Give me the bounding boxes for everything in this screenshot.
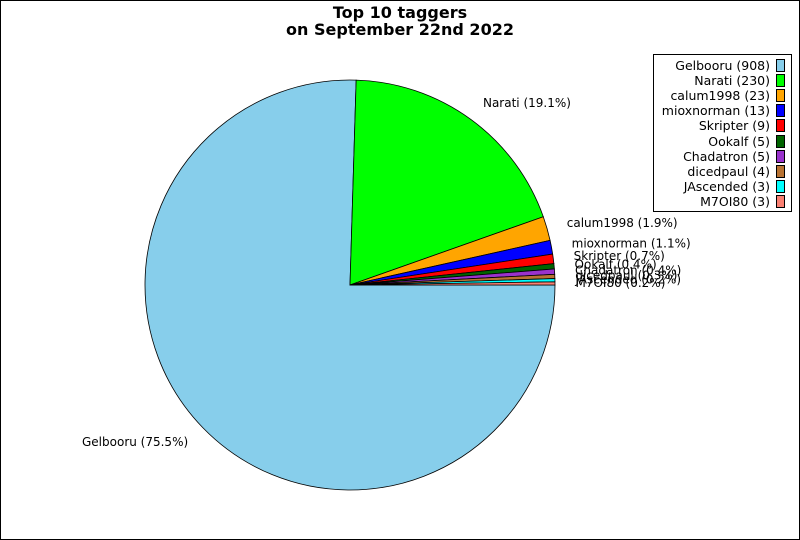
- slice-label-chadatron: Chadatron (0.4%): [575, 263, 681, 277]
- legend-swatch: [776, 149, 785, 163]
- legend-item-chadatron: Chadatron (5): [654, 149, 791, 164]
- chart-title: Top 10 taggers: [333, 3, 467, 22]
- slice-label-mioxnorman: mioxnorman (1.1%): [572, 236, 691, 250]
- slice-label-ookalf: Ookalf (0.4%): [575, 257, 657, 271]
- pie-slice-labels: Gelbooru (75.5%) Narati (19.1%) calum1998 …: [82, 96, 691, 449]
- slice-label-calum1998: calum1998 (1.9%): [567, 216, 678, 230]
- legend-item-gelbooru: Gelbooru (908): [654, 58, 791, 73]
- pie-slices: [144, 79, 556, 491]
- legend-swatch: [776, 59, 785, 73]
- legend-label: JAscended (3): [683, 178, 770, 194]
- legend-swatch: [776, 134, 785, 148]
- legend-swatch: [776, 74, 785, 88]
- legend-label: dicedpaul (4): [687, 163, 770, 179]
- legend-item-calum1998: calum1998 (23): [654, 88, 791, 103]
- slice-label-jascended: JAscended (0.2%): [574, 273, 681, 287]
- slice-label-narati: Narati (19.1%): [483, 96, 571, 110]
- legend-label: Ookalf (5): [708, 133, 770, 149]
- legend-label: M7OI80 (3): [700, 193, 770, 209]
- chart-subtitle: on September 22nd 2022: [286, 20, 514, 39]
- chart-legend: Gelbooru (908) Narati (230) calum1998 (23)…: [653, 54, 792, 212]
- legend-item-dicedpaul: dicedpaul (4): [654, 164, 791, 179]
- legend-swatch: [776, 179, 785, 193]
- slice-label-skripter: Skripter (0.7%): [574, 249, 665, 263]
- slice-label-gelbooru: Gelbooru (75.5%): [82, 435, 188, 449]
- slice-label-m7oi80: M7OI80 (0.2%): [575, 276, 665, 290]
- legend-label: mioxnorman (13): [661, 103, 770, 119]
- legend-swatch: [776, 89, 785, 103]
- legend-item-mioxnorman: mioxnorman (13): [654, 103, 791, 118]
- pie-slice-m7oi80: [349, 281, 556, 286]
- legend-item-skripter: Skripter (9): [654, 118, 791, 133]
- legend-swatch: [776, 104, 785, 118]
- legend-swatch: [776, 194, 785, 208]
- legend-item-narati: Narati (230): [654, 73, 791, 88]
- legend-swatch: [776, 164, 785, 178]
- legend-label: Skripter (9): [698, 118, 770, 134]
- legend-label: Chadatron (5): [683, 148, 770, 164]
- legend-label: calum1998 (23): [670, 88, 770, 104]
- legend-label: Narati (230): [694, 73, 770, 89]
- legend-item-m7oi80: M7OI80 (3): [654, 194, 791, 209]
- legend-item-ookalf: Ookalf (5): [654, 133, 791, 149]
- slice-label-dicedpaul: dicedpaul (0.3%): [575, 269, 677, 283]
- legend-swatch: [776, 119, 785, 133]
- legend-item-jascended: JAscended (3): [654, 179, 791, 194]
- legend-label: Gelbooru (908): [675, 58, 770, 74]
